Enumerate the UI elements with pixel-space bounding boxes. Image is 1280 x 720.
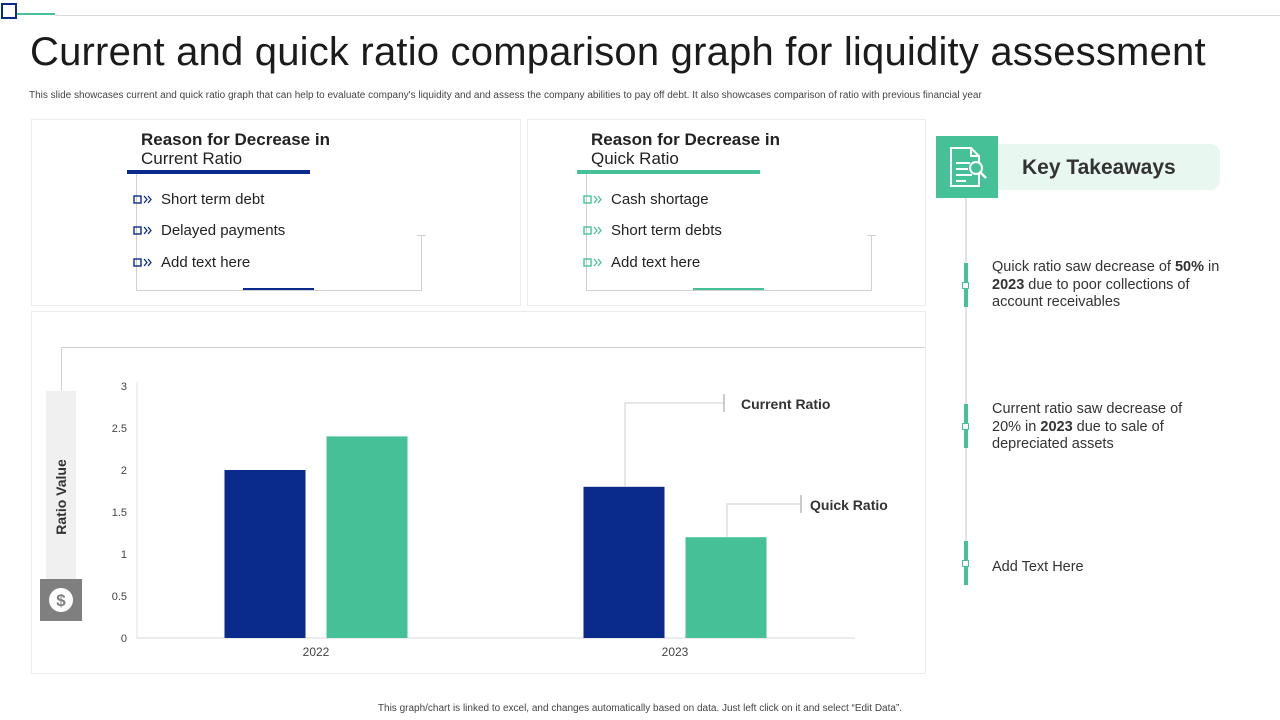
- list-item-label: Short term debts: [611, 222, 722, 239]
- list-item-label: Delayed payments: [161, 222, 286, 239]
- y-tick-label: 2: [121, 465, 127, 477]
- x-tick-label: 2023: [662, 645, 689, 659]
- y-tick-label: 3: [121, 381, 127, 393]
- list-item-label: Cash shortage: [611, 191, 709, 208]
- corner-line-decoration: [17, 13, 55, 15]
- bracket-right-tick: [867, 235, 876, 236]
- page-title: Current and quick ratio comparison graph…: [30, 30, 1206, 74]
- chart-frame-left-line: [61, 347, 62, 391]
- current-ratio-reasons-panel: [31, 119, 521, 306]
- reason-title-line1: Reason for Decrease in: [591, 130, 780, 149]
- takeaway-item: Quick ratio saw decrease of 50% in 2023 …: [992, 259, 1220, 310]
- key-takeaways-icon-box: [936, 136, 998, 198]
- series-label: Current Ratio: [741, 396, 830, 412]
- y-axis-label-pill: [46, 391, 76, 579]
- key-takeaways-title: Key Takeaways: [1022, 156, 1176, 179]
- chevron-bullet-icon: [133, 257, 152, 267]
- dollar-icon-box: $: [40, 579, 82, 621]
- takeaways-timeline: [965, 198, 967, 580]
- chevron-bullet-icon: [583, 194, 602, 204]
- chevron-bullet-icon: [583, 225, 602, 235]
- list-item-label: Short term debt: [161, 191, 265, 208]
- quick-ratio-reasons-title: Reason for Decrease in Quick Ratio: [591, 130, 780, 168]
- bracket-bottom-line: [136, 290, 422, 291]
- quick-ratio-title-bar: [577, 170, 760, 174]
- reason-title-line2: Quick Ratio: [591, 149, 679, 168]
- timeline-node: [962, 560, 969, 567]
- bracket-accent: [693, 288, 764, 290]
- x-tick-label: 2022: [303, 645, 330, 659]
- callout-line: [726, 503, 801, 538]
- y-tick-label: 2.5: [112, 423, 127, 435]
- timeline-node: [962, 282, 969, 289]
- y-tick-label: 0.5: [112, 591, 127, 603]
- chart-frame-top-line: [61, 347, 925, 348]
- chevron-bullet-icon: [583, 257, 602, 267]
- chevron-bullet-icon: [133, 225, 152, 235]
- current-ratio-reasons-title: Reason for Decrease in Current Ratio: [141, 130, 330, 168]
- takeaway-item: Current ratio saw decrease of 20% in 202…: [992, 401, 1183, 452]
- list-item: Add text here: [133, 254, 250, 271]
- bar-current-ratio-2022: [224, 470, 306, 638]
- quick-ratio-reasons-panel: [527, 119, 926, 306]
- callout-line: [624, 402, 724, 487]
- bracket-left-line: [586, 174, 587, 290]
- list-item: Cash shortage: [583, 191, 709, 208]
- y-tick-label: 1: [121, 549, 127, 561]
- document-search-icon: [950, 147, 987, 187]
- bracket-bottom-line: [586, 290, 872, 291]
- current-ratio-title-bar: [127, 170, 310, 174]
- corner-square-decoration: [1, 3, 17, 19]
- bracket-accent: [243, 288, 314, 290]
- chevron-bullet-icon: [133, 194, 152, 204]
- timeline-node: [962, 423, 969, 430]
- bar-current-ratio-2023: [583, 486, 665, 638]
- list-item: Add text here: [583, 254, 700, 271]
- footer-note: This graph/chart is linked to excel, and…: [377, 703, 903, 714]
- chart-panel: [31, 311, 926, 674]
- key-takeaways-header: [998, 144, 1220, 190]
- series-label: Quick Ratio: [810, 497, 888, 513]
- y-tick-label: 1.5: [112, 507, 127, 519]
- bracket-left-line: [136, 174, 137, 290]
- page-subtitle: This slide showcases current and quick r…: [29, 90, 982, 101]
- dollar-icon: $: [49, 588, 73, 612]
- list-item-label: Add text here: [611, 254, 701, 271]
- y-tick-label: 0: [121, 633, 127, 645]
- list-item: Short term debts: [583, 222, 722, 239]
- bar-quick-ratio-2023: [685, 537, 767, 638]
- list-item: Short term debt: [133, 191, 264, 208]
- bracket-right-line: [421, 235, 422, 290]
- list-item-label: Add text here: [161, 254, 251, 271]
- reason-title-line1: Reason for Decrease in: [141, 130, 330, 149]
- reason-title-line2: Current Ratio: [141, 149, 243, 168]
- top-rule: [55, 15, 1280, 16]
- list-item: Delayed payments: [133, 222, 285, 239]
- bar-quick-ratio-2022: [326, 436, 408, 638]
- takeaway-item: Add Text Here: [992, 559, 1084, 575]
- bracket-right-line: [871, 235, 872, 290]
- svg-text:$: $: [56, 591, 66, 610]
- bracket-right-tick: [417, 235, 426, 236]
